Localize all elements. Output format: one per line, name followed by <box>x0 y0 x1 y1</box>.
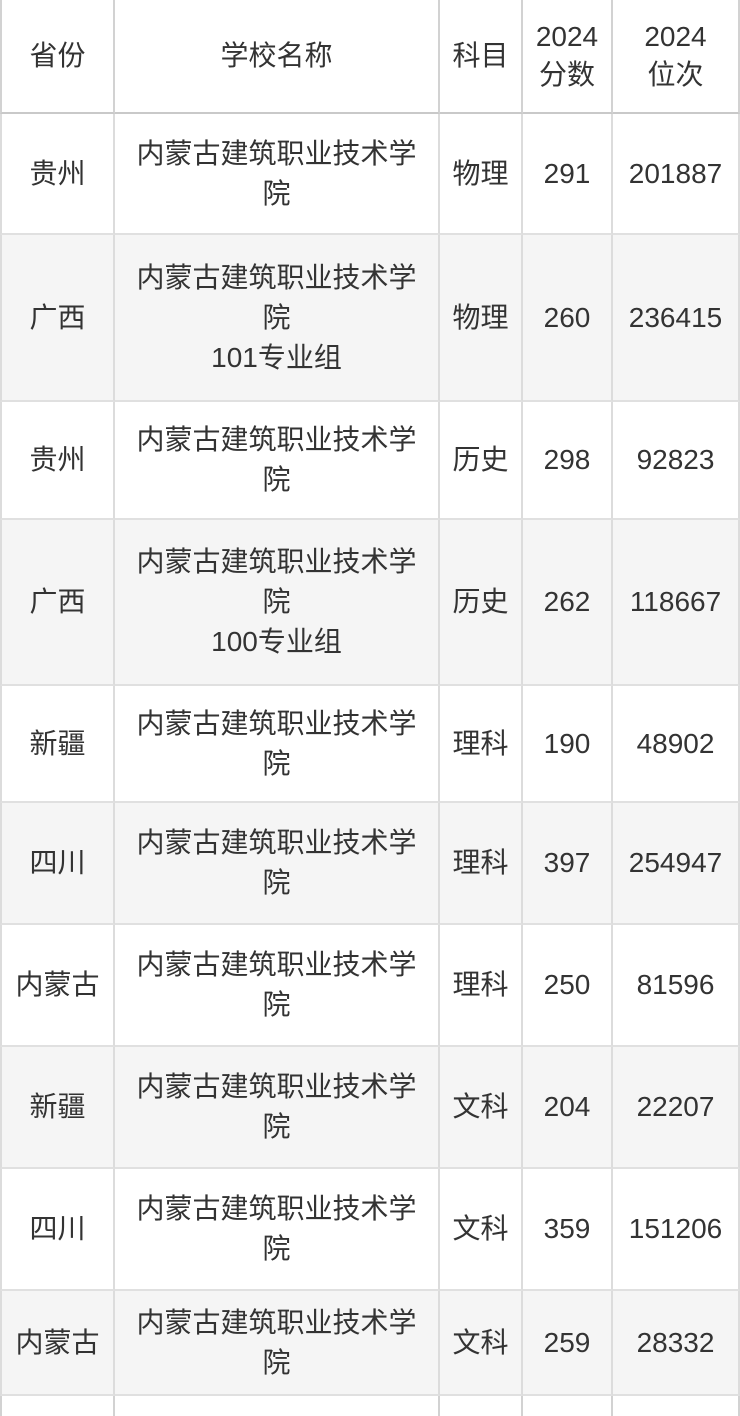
cell-subject: 历史 <box>440 402 523 520</box>
cell-rank: 22207 <box>613 1047 740 1169</box>
school-name: 内蒙古建筑职业技术学院 <box>136 1193 417 1264</box>
sliver-cell <box>115 1396 440 1416</box>
table-body: 贵州 内蒙古建筑职业技术学院 物理 291 201887 广西 内蒙古建筑职业技… <box>0 114 740 1416</box>
school-name: 内蒙古建筑职业技术学院 <box>136 424 417 495</box>
cell-province: 新疆 <box>0 1047 115 1169</box>
table-row: 广西 内蒙古建筑职业技术学院 101专业组 物理 260 236415 <box>0 235 740 402</box>
cell-score: 262 <box>523 520 613 686</box>
cell-school: 内蒙古建筑职业技术学院 <box>115 925 440 1047</box>
table-row: 新疆 内蒙古建筑职业技术学院 文科 204 22207 <box>0 1047 740 1169</box>
cell-subject: 历史 <box>440 520 523 686</box>
cell-score: 359 <box>523 1169 613 1291</box>
next-table-header-sliver <box>0 1396 740 1416</box>
column-header-subject: 科目 <box>440 0 523 114</box>
cell-score: 250 <box>523 925 613 1047</box>
column-header-score-2024: 2024 分数 <box>523 0 613 114</box>
cell-subject: 理科 <box>440 686 523 803</box>
sliver-cell <box>523 1396 613 1416</box>
school-name: 内蒙古建筑职业技术学院 <box>136 1306 417 1378</box>
cell-subject: 文科 <box>440 1047 523 1169</box>
cell-rank: 28332 <box>613 1291 740 1396</box>
cell-score: 397 <box>523 803 613 925</box>
column-header-school: 学校名称 <box>115 0 440 114</box>
school-name: 内蒙古建筑职业技术学院 <box>136 137 417 209</box>
cell-province: 内蒙古 <box>0 925 115 1047</box>
cell-province: 四川 <box>0 1169 115 1291</box>
cell-score: 298 <box>523 402 613 520</box>
cell-school: 内蒙古建筑职业技术学院 <box>115 803 440 925</box>
school-name: 内蒙古建筑职业技术学院 <box>136 261 417 333</box>
cell-province: 内蒙古 <box>0 1291 115 1396</box>
school-group: 101专业组 <box>211 341 342 373</box>
table-row: 贵州 内蒙古建筑职业技术学院 物理 291 201887 <box>0 114 740 235</box>
column-header-score-line2: 分数 <box>538 59 595 90</box>
table-row: 贵州 内蒙古建筑职业技术学院 历史 298 92823 <box>0 402 740 520</box>
cell-rank: 118667 <box>613 520 740 686</box>
table-row: 内蒙古 内蒙古建筑职业技术学院 文科 259 28332 <box>0 1291 740 1396</box>
school-name: 内蒙古建筑职业技术学院 <box>136 827 417 898</box>
cell-subject: 理科 <box>440 803 523 925</box>
table-row: 四川 内蒙古建筑职业技术学院 文科 359 151206 <box>0 1169 740 1291</box>
cell-rank: 81596 <box>613 925 740 1047</box>
sliver-cell <box>613 1396 740 1416</box>
cell-rank: 151206 <box>613 1169 740 1291</box>
cell-score: 260 <box>523 235 613 402</box>
column-header-rank-line2: 位次 <box>647 59 704 90</box>
cell-rank: 201887 <box>613 114 740 235</box>
cell-rank: 48902 <box>613 686 740 803</box>
cell-province: 广西 <box>0 235 115 402</box>
cell-school: 内蒙古建筑职业技术学院 <box>115 686 440 803</box>
school-name: 内蒙古建筑职业技术学院 <box>136 949 417 1020</box>
sliver-cell <box>0 1396 115 1416</box>
cell-school: 内蒙古建筑职业技术学院 <box>115 402 440 520</box>
table-row: 内蒙古 内蒙古建筑职业技术学院 理科 250 81596 <box>0 925 740 1047</box>
cell-rank: 236415 <box>613 235 740 402</box>
cell-province: 贵州 <box>0 402 115 520</box>
cell-score: 259 <box>523 1291 613 1396</box>
sliver-cell <box>440 1396 523 1416</box>
school-name: 内蒙古建筑职业技术学院 <box>136 707 417 779</box>
school-name: 内蒙古建筑职业技术学院 <box>136 546 417 617</box>
cell-rank: 92823 <box>613 402 740 520</box>
cell-school: 内蒙古建筑职业技术学院 <box>115 1291 440 1396</box>
cell-subject: 文科 <box>440 1169 523 1291</box>
table-header-row: 省份 学校名称 科目 2024 分数 2024 位次 <box>0 0 740 114</box>
cell-score: 190 <box>523 686 613 803</box>
cell-province: 贵州 <box>0 114 115 235</box>
cell-province: 新疆 <box>0 686 115 803</box>
cell-school: 内蒙古建筑职业技术学院 <box>115 1047 440 1169</box>
cell-province: 四川 <box>0 803 115 925</box>
cell-score: 291 <box>523 114 613 235</box>
table-row: 新疆 内蒙古建筑职业技术学院 理科 190 48902 <box>0 686 740 803</box>
school-group: 100专业组 <box>211 626 342 657</box>
cell-school: 内蒙古建筑职业技术学院 100专业组 <box>115 520 440 686</box>
cell-rank: 254947 <box>613 803 740 925</box>
cell-subject: 物理 <box>440 114 523 235</box>
table-row: 广西 内蒙古建筑职业技术学院 100专业组 历史 262 118667 <box>0 520 740 686</box>
cell-subject: 物理 <box>440 235 523 402</box>
cell-school: 内蒙古建筑职业技术学院 <box>115 1169 440 1291</box>
column-header-rank-line1: 2024 <box>644 21 707 52</box>
cell-subject: 文科 <box>440 1291 523 1396</box>
cell-subject: 理科 <box>440 925 523 1047</box>
column-header-score-line1: 2024 <box>535 21 599 52</box>
school-name: 内蒙古建筑职业技术学院 <box>136 1071 417 1142</box>
cell-province: 广西 <box>0 520 115 686</box>
column-header-province: 省份 <box>0 0 115 114</box>
table-row: 四川 内蒙古建筑职业技术学院 理科 397 254947 <box>0 803 740 925</box>
cell-score: 204 <box>523 1047 613 1169</box>
column-header-rank-2024: 2024 位次 <box>613 0 740 114</box>
cell-school: 内蒙古建筑职业技术学院 101专业组 <box>115 235 440 402</box>
cell-school: 内蒙古建筑职业技术学院 <box>115 114 440 235</box>
